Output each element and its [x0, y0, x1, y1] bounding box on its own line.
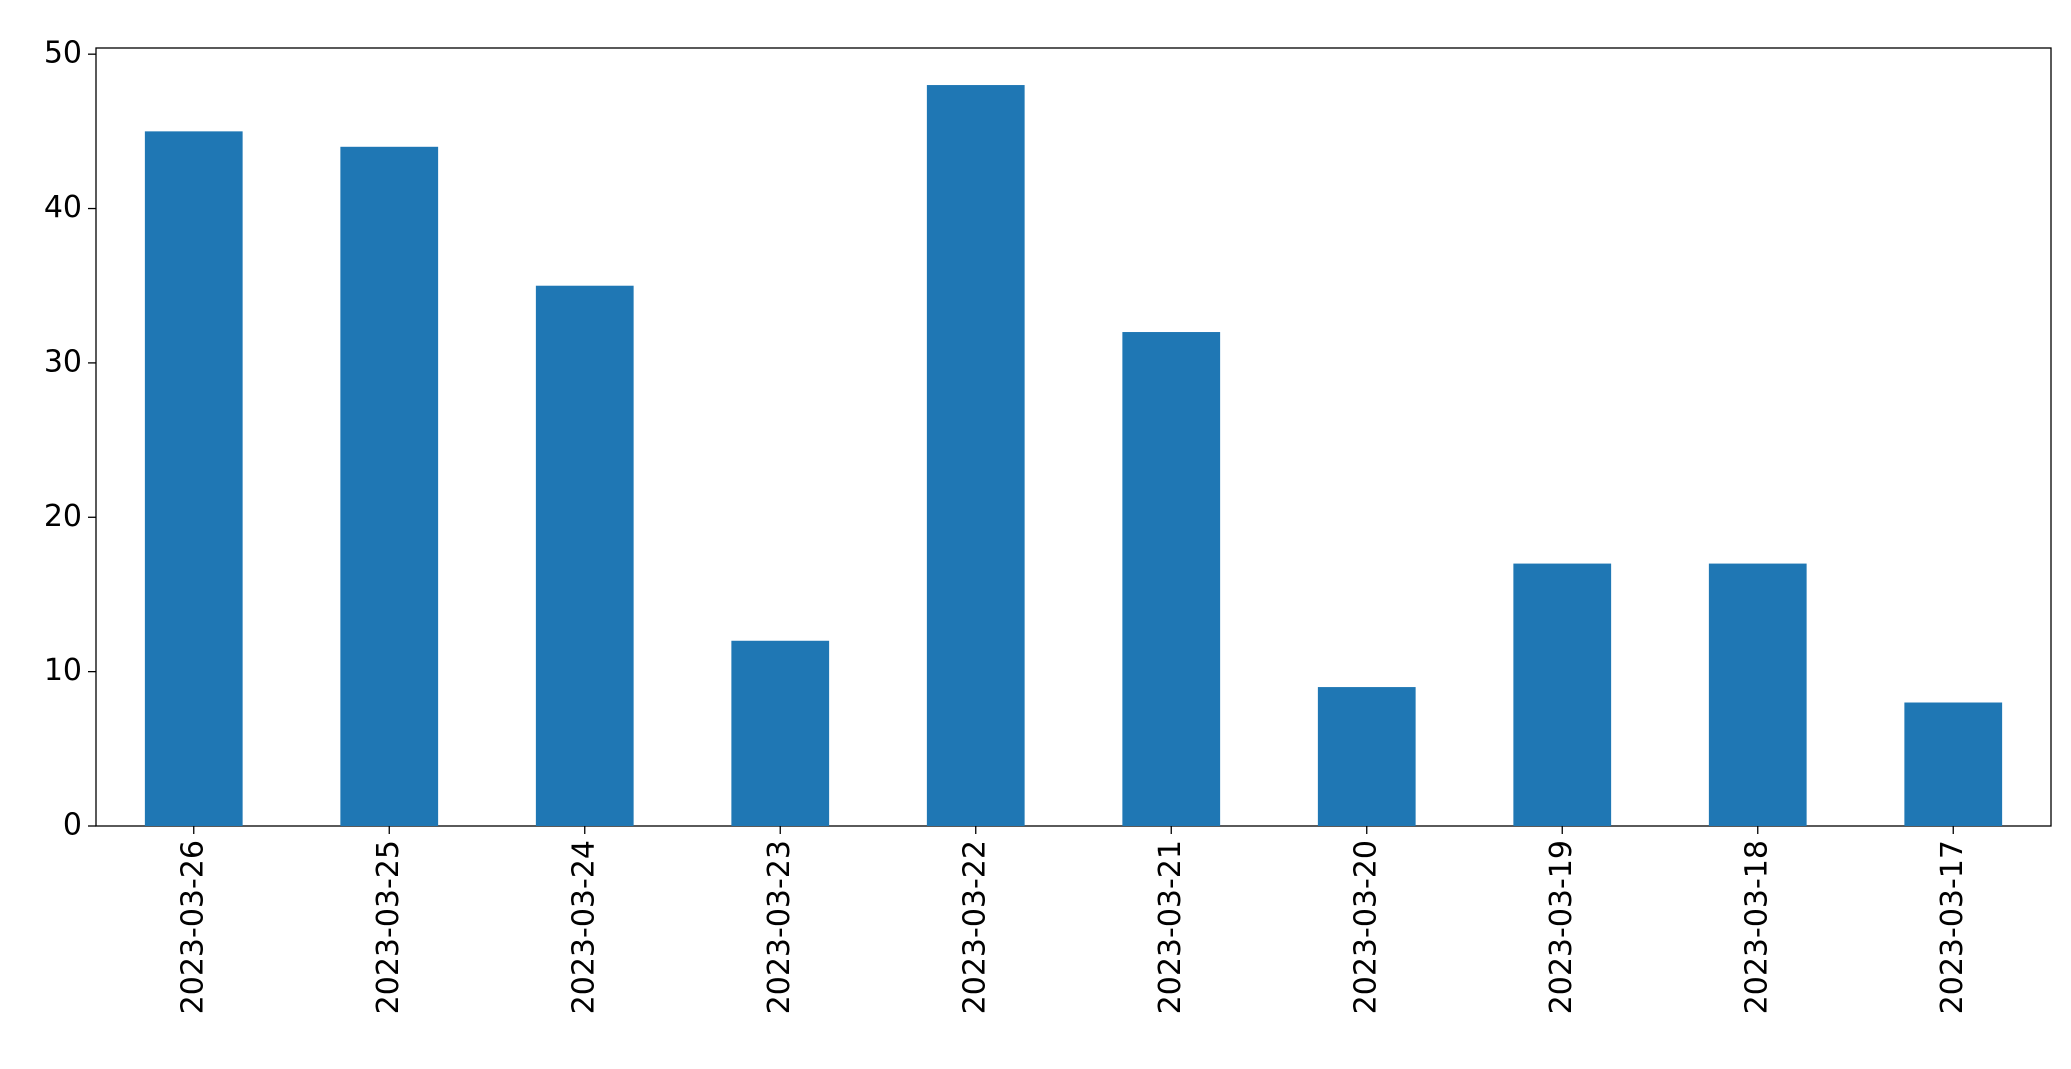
y-tick-label: 0 [63, 808, 82, 843]
x-tick-label: 2023-03-26 [175, 840, 210, 1014]
bar [1513, 563, 1612, 826]
x-tick-label: 2023-03-18 [1739, 840, 1774, 1014]
plot-frame [95, 47, 2052, 827]
bar [1904, 702, 2003, 826]
y-tick-label: 10 [44, 653, 82, 688]
bar [340, 146, 439, 827]
x-tick-label: 2023-03-17 [1935, 840, 1970, 1014]
x-tick-label: 2023-03-25 [371, 840, 406, 1014]
x-tick-label: 2023-03-22 [957, 840, 992, 1014]
y-tick-label: 50 [44, 36, 82, 71]
y-tick-label: 40 [44, 190, 82, 225]
y-tick-label: 30 [44, 344, 82, 379]
x-tick-label: 2023-03-21 [1153, 840, 1188, 1014]
bar [1317, 687, 1416, 826]
x-tick-label: 2023-03-20 [1348, 840, 1383, 1014]
bar [535, 285, 634, 826]
bar [1122, 332, 1221, 826]
x-tick-label: 2023-03-23 [762, 840, 797, 1014]
y-tick-label: 20 [44, 499, 82, 534]
bar [926, 85, 1025, 827]
x-tick-label: 2023-03-19 [1544, 840, 1579, 1014]
bar [731, 640, 830, 826]
x-tick-label: 2023-03-24 [566, 840, 601, 1014]
bar [1708, 563, 1807, 826]
bar [144, 131, 243, 826]
